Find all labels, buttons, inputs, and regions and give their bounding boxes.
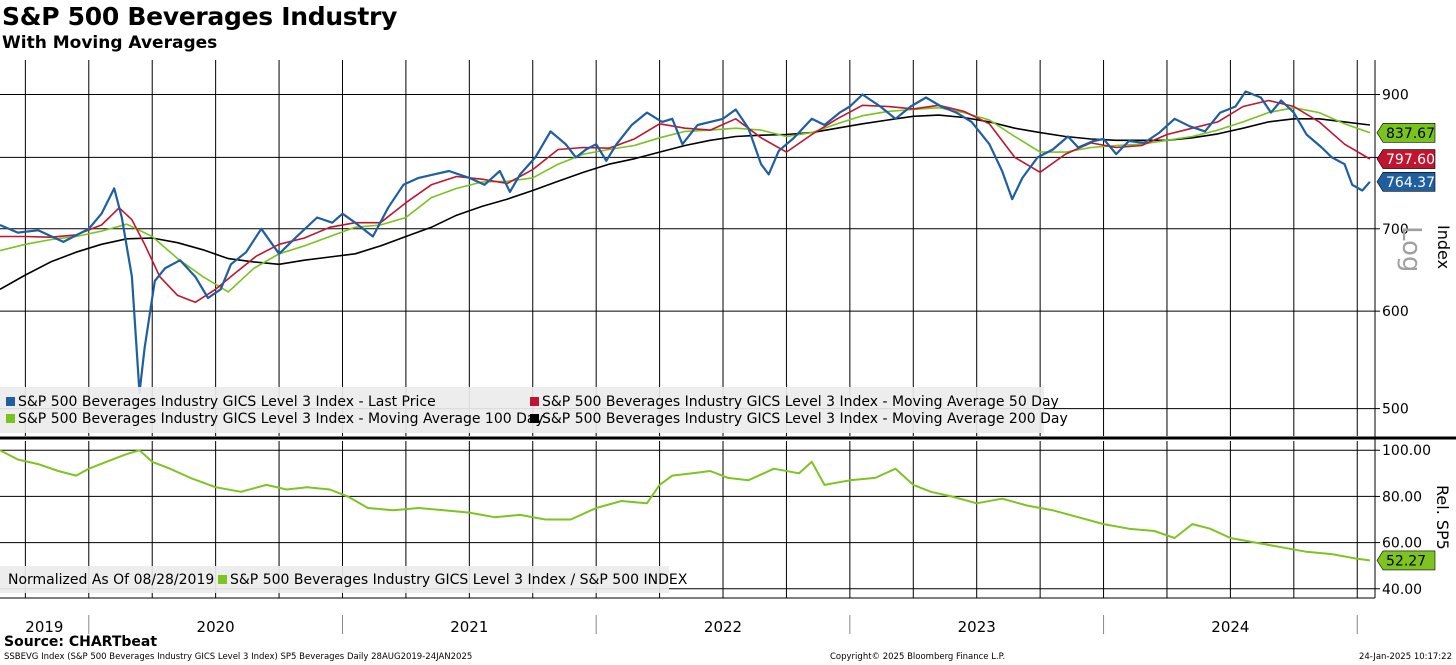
- ytick-label-lower: 40.00: [1382, 582, 1422, 598]
- ytick-label-upper: 500: [1382, 402, 1409, 418]
- ytick-label-lower: 100.00: [1382, 443, 1431, 459]
- legend-label-relative: S&P 500 Beverages Industry GICS Level 3 …: [230, 572, 688, 588]
- source-note: Source: CHARTbeat: [4, 634, 158, 650]
- legend-label-ma100: S&P 500 Beverages Industry GICS Level 3 …: [18, 411, 544, 427]
- last-value-tag-ma100: 837.67: [1386, 126, 1435, 142]
- last-value-tag-relative-bg: [1376, 550, 1436, 571]
- legend-swatch-relative: [218, 575, 227, 584]
- last-value-tag-last-price: 764.37: [1386, 175, 1435, 191]
- x-year-label: 2020: [197, 618, 235, 636]
- legend-item-last-price: S&P 500 Beverages Industry GICS Level 3 …: [6, 394, 436, 410]
- y-axis-label-index: Index: [1434, 225, 1453, 269]
- series-ma100-line: [0, 106, 1371, 293]
- legend-label-ma200: S&P 500 Beverages Industry GICS Level 3 …: [542, 411, 1068, 427]
- ytick-label-lower: 60.00: [1382, 536, 1422, 552]
- x-year-label: 2024: [1211, 618, 1249, 636]
- chart-subtitle: With Moving Averages: [2, 33, 218, 53]
- series-relative-line: [0, 449, 1371, 562]
- lower-legend: Normalized As Of 08/28/2019 S&P 500 Beve…: [0, 566, 687, 593]
- last-value-tag-relative: 52.27: [1386, 553, 1426, 569]
- legend-swatch-last-price: [6, 397, 15, 406]
- x-year-label: 2019: [25, 618, 63, 636]
- legend-label-last-price: S&P 500 Beverages Industry GICS Level 3 …: [18, 394, 436, 410]
- chart-title: S&P 500 Beverages Industry: [2, 2, 398, 31]
- x-year-label: 2021: [450, 618, 488, 636]
- y-axis-scale-log: Log: [1396, 226, 1426, 272]
- y-axis-label-rel: Rel. SP5: [1433, 485, 1452, 550]
- ytick-label-upper: 900: [1382, 87, 1409, 103]
- legend-item-ma200: S&P 500 Beverages Industry GICS Level 3 …: [530, 411, 1068, 427]
- legend-item-ma100: S&P 500 Beverages Industry GICS Level 3 …: [6, 411, 544, 427]
- legend-swatch-ma200: [530, 414, 539, 423]
- legend-swatch-ma100: [6, 414, 15, 423]
- footer-ticker-info: SSBEVG Index (S&P 500 Beverages Industry…: [4, 652, 473, 662]
- ytick-label-upper: 700: [1382, 222, 1409, 238]
- x-year-label: 2023: [958, 618, 996, 636]
- series-ma50-line: [0, 99, 1371, 304]
- ytick-label-lower: 80.00: [1382, 489, 1422, 505]
- last-value-tag-last-price-bg: [1376, 171, 1436, 192]
- ytick-label-upper: 600: [1382, 304, 1409, 320]
- footer-timestamp: 24-Jan-2025 10:17:22: [1358, 652, 1452, 662]
- last-value-tag-ma50-bg: [1376, 149, 1436, 169]
- legend-normalized-note: Normalized As Of 08/28/2019: [8, 572, 215, 588]
- legend-item-relative: S&P 500 Beverages Industry GICS Level 3 …: [218, 572, 687, 588]
- legend-item-ma50: S&P 500 Beverages Industry GICS Level 3 …: [530, 394, 1059, 410]
- upper-legend: S&P 500 Beverages Industry GICS Level 3 …: [0, 387, 1068, 433]
- series-last-price-line: [0, 90, 1371, 394]
- legend-label-ma50: S&P 500 Beverages Industry GICS Level 3 …: [542, 394, 1059, 410]
- last-value-tag-ma50: 797.60: [1386, 152, 1435, 168]
- legend-swatch-ma50: [530, 397, 539, 406]
- series-ma200-line: [0, 114, 1370, 290]
- last-value-tag-ma100-bg: [1376, 123, 1436, 143]
- footer-copyright: Copyright© 2025 Bloomberg Finance L.P.: [830, 652, 1006, 662]
- x-year-label: 2022: [704, 618, 742, 636]
